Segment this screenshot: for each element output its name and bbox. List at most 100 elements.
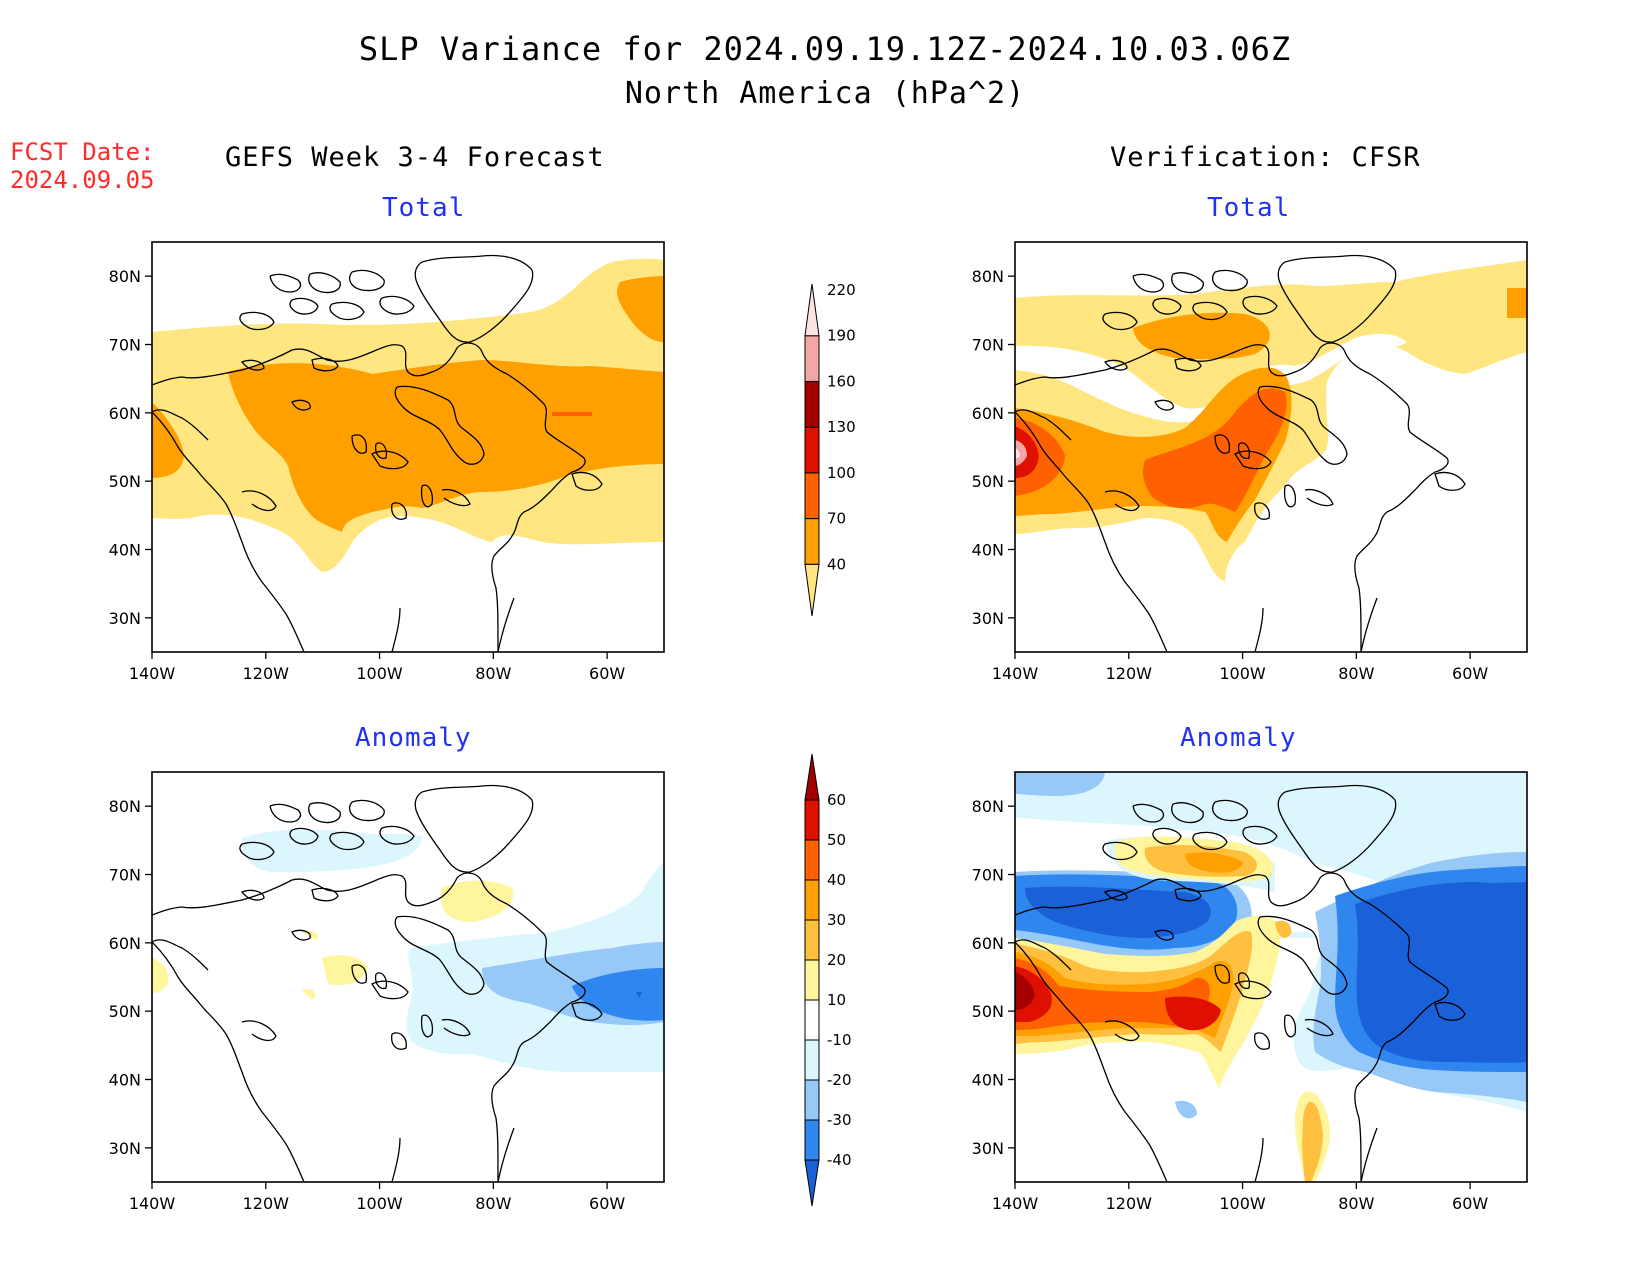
panel-verification-total-contour-5: [1143, 388, 1287, 512]
colorbar-total-segment: [804, 426, 820, 474]
panel-verification-total-contour-6: [1015, 426, 1039, 478]
panel-verification-anomaly-lon-label: 60W: [1452, 1194, 1488, 1213]
panel-verification-total-lon-label: 100W: [1219, 664, 1266, 683]
panel-forecast-total-lat-label: 40N: [109, 541, 141, 560]
panel-verification-total-lat-label: 60N: [972, 404, 1004, 423]
colorbar-anomaly-label: -10: [827, 1031, 852, 1049]
panel-verification-total-lon-label: 60W: [1452, 664, 1488, 683]
panel-forecast-total-contour-1: [228, 360, 664, 532]
colorbar-total-segment: [804, 518, 820, 565]
panel-verification-anomaly-contour-16: [1015, 958, 1211, 1030]
colorbar-anomaly-label: 40: [827, 871, 846, 889]
panel-forecast-total-lon-label: 120W: [243, 664, 290, 683]
panel-forecast-anomaly-lat-label: 50N: [109, 1002, 141, 1021]
panel-forecast-total-lat-label: 70N: [109, 336, 141, 355]
colorbar-total: 40 70 100 130 160 190 220: [804, 281, 856, 617]
panel-forecast-total-contour-4: [552, 412, 592, 416]
colorbar-anomaly-segment: [804, 999, 820, 1041]
colorbar-total-label: 220: [827, 281, 856, 299]
column-title-forecast: GEFS Week 3-4 Forecast: [225, 142, 605, 173]
panel-verification-total-fields: [1015, 242, 1527, 652]
panel-verification-total-lon-label: 140W: [992, 664, 1039, 683]
panel-verification-total-contour-7: [1015, 440, 1027, 466]
panel-verification-anomaly-contour-18: [1165, 996, 1221, 1031]
panel-forecast-anomaly-lat-label: 70N: [109, 866, 141, 885]
panel-forecast-anomaly-shading: [152, 772, 664, 1182]
colorbar-total-label: 130: [827, 418, 856, 436]
panel-forecast-anomaly-lat-label: 80N: [109, 797, 141, 816]
panel-verification-anomaly-contour-8: [1355, 882, 1527, 1063]
panel-verification-anomaly-contour-5: [1025, 886, 1211, 938]
panel-verification-anomaly-lon-label: 140W: [992, 1194, 1039, 1213]
colorbar-total-label: 100: [827, 464, 856, 482]
colorbar-total-segment: [804, 283, 820, 337]
panel-verification-total-lat-label: 40N: [972, 541, 1004, 560]
panel-forecast-anomaly-lon-label: 60W: [589, 1194, 625, 1213]
panel-verification-anomaly-contour-20: [1275, 920, 1292, 938]
panel-forecast-total-lon-label: 80W: [475, 664, 511, 683]
panel-verification-total-contour-1: [1015, 333, 1407, 423]
colorbar-total-label: 40: [827, 555, 846, 573]
fcst-date-label: FCST Date:: [10, 138, 155, 166]
panel-verification-total-lat-label: 30N: [972, 609, 1004, 628]
panel-forecast-anomaly-contour-5: [152, 958, 169, 993]
panel-forecast-total-lon-label: 100W: [356, 664, 403, 683]
colorbar-anomaly-segment: [804, 753, 820, 801]
colorbar-total-segment: [804, 472, 820, 520]
colorbar-anomaly-label: 30: [827, 911, 846, 929]
colorbar-anomaly-segment: [804, 1039, 820, 1081]
panel-verification-total-lon-label: 80W: [1338, 664, 1374, 683]
panel-verification-anomaly-shading: [1015, 772, 1527, 1182]
panel-verification-anomaly-lat-label: 70N: [972, 866, 1004, 885]
panel-forecast-anomaly-lon-label: 120W: [243, 1194, 290, 1213]
colorbar-anomaly-label: 50: [827, 831, 846, 849]
panel-verification-total-lat-label: 50N: [972, 472, 1004, 491]
panel-forecast-total-lat-label: 30N: [109, 609, 141, 628]
panel-forecast-anomaly-contour-9: [636, 992, 642, 998]
figure-title: SLP Variance for 2024.09.19.12Z-2024.10.…: [358, 30, 1292, 68]
panel-forecast-total-lon-label: 60W: [589, 664, 625, 683]
panel-verification-total-lat-label: 80N: [972, 267, 1004, 286]
panel-verification-anomaly-contour-12: [1185, 852, 1243, 873]
colorbar-anomaly-label: 20: [827, 951, 846, 969]
panel-forecast-anomaly-lon-label: 100W: [356, 1194, 403, 1213]
panel-forecast-total-lat-label: 50N: [109, 472, 141, 491]
panel-verification-total-contour-2: [1133, 312, 1270, 360]
panel-forecast-total-frame: [151, 241, 665, 653]
panel-verification-anomaly-lat-label: 50N: [972, 1002, 1004, 1021]
panel-forecast-anomaly-lat-label: 30N: [109, 1139, 141, 1158]
colorbar-anomaly-segment: [804, 1159, 820, 1207]
panel-verification-total-contour-8: [1015, 448, 1020, 458]
panel-verification-total-contour-9: [1507, 288, 1527, 318]
colorbar-anomaly-label: -20: [827, 1071, 852, 1089]
panel-forecast-anomaly-contour-1: [440, 880, 514, 922]
colorbar-anomaly-segment: [804, 879, 820, 921]
panel-forecast-anomaly-lat-label: 40N: [109, 1071, 141, 1090]
colorbar-anomaly-segment: [804, 919, 820, 961]
panel-forecast-total-fields: [152, 242, 664, 652]
panel-forecast-total-lon-label: 140W: [129, 664, 176, 683]
panel-verification-anomaly-lon-label: 100W: [1219, 1194, 1266, 1213]
panel-forecast-anomaly-contour-3: [322, 955, 368, 986]
panel-forecast-total-shading: [152, 242, 664, 652]
colorbar-anomaly-segment: [804, 1079, 820, 1121]
panel-verification-anomaly-contour-19: [1015, 972, 1035, 1010]
panel-forecast-anomaly-contour-0: [242, 829, 422, 872]
panel-forecast-anomaly-fields: [152, 772, 664, 1182]
colorbar-anomaly: -40 -30 -20 -10 10 20 30 40 50 60: [804, 753, 852, 1207]
panel-forecast-anomaly-lon-label: 80W: [475, 1194, 511, 1213]
panel-verification-anomaly-contour-23: [1175, 1100, 1197, 1119]
panel-verification-anomaly-lat-label: 40N: [972, 1071, 1004, 1090]
colorbar-anomaly-segment: [804, 799, 820, 841]
panel-title-verification-total: Total: [1207, 193, 1291, 223]
colorbar-anomaly-segment: [804, 959, 820, 1001]
panel-verification-anomaly-lat-label: 30N: [972, 1139, 1004, 1158]
colorbar-anomaly-label: 10: [827, 991, 846, 1009]
panel-verification-anomaly-contour-2: [1015, 772, 1105, 796]
colorbar-anomaly-segment: [804, 1119, 820, 1161]
colorbar-total-label: 70: [827, 510, 846, 528]
panel-forecast-anomaly-lon-label: 140W: [129, 1194, 176, 1213]
panel-verification-anomaly-fields: [1015, 772, 1527, 1182]
colorbar-total-label: 190: [827, 327, 856, 345]
colorbar-total-label: 160: [827, 372, 856, 390]
